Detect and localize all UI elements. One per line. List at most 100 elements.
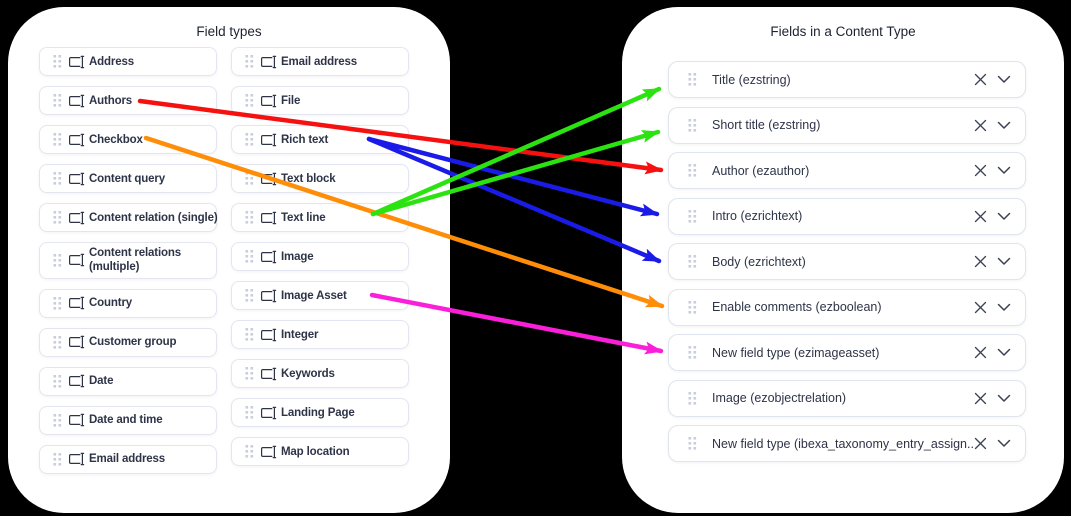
field-row-label: New field type (ibexa_taxonomy_entry_ass… [712,436,974,451]
drag-handle-icon[interactable] [688,72,697,87]
drag-handle-icon[interactable] [245,366,254,381]
field-row-label: Author (ezauthor) [712,163,810,178]
field-type-icon [261,210,277,225]
remove-field-icon[interactable] [974,301,987,314]
field-type-label: Date and time [89,414,163,427]
field-type-icon [261,249,277,264]
drag-handle-icon[interactable] [688,345,697,360]
remove-field-icon[interactable] [974,210,987,223]
content-type-field-row[interactable]: New field type (ibexa_taxonomy_entry_ass… [668,425,1026,462]
field-type-item[interactable]: Date and time [39,405,217,435]
field-type-item[interactable]: Address [39,47,217,76]
field-type-label: Checkbox [89,133,143,146]
field-type-item[interactable]: Date [39,366,217,396]
field-type-icon [69,374,85,389]
drag-handle-icon[interactable] [245,405,254,420]
drag-handle-icon[interactable] [245,132,254,147]
drag-handle-icon[interactable] [53,132,62,147]
drag-handle-icon[interactable] [688,163,697,178]
field-type-item[interactable]: Customer group [39,327,217,357]
drag-handle-icon[interactable] [53,210,62,225]
remove-field-icon[interactable] [974,255,987,268]
content-type-field-row[interactable]: Enable comments (ezboolean) [668,288,1026,326]
drag-handle-icon[interactable] [53,93,62,108]
field-type-item[interactable]: Content query [39,164,217,193]
drag-handle-icon[interactable] [688,118,697,133]
field-type-item[interactable]: Country [39,288,217,318]
field-type-item[interactable]: Text line [231,203,409,232]
chevron-down-icon[interactable] [997,212,1011,221]
remove-field-icon[interactable] [974,346,987,359]
field-type-item[interactable]: Landing Page [231,398,409,427]
content-type-field-row[interactable]: Intro (ezrichtext) [668,197,1026,235]
drag-handle-icon[interactable] [688,300,697,315]
field-type-icon [69,171,85,186]
chevron-down-icon[interactable] [997,303,1011,312]
drag-handle-icon[interactable] [53,54,62,69]
drag-handle-icon[interactable] [245,327,254,342]
remove-field-icon[interactable] [974,73,987,86]
field-type-item[interactable]: Image Asset [231,281,409,310]
content-type-field-row[interactable]: Image (ezobjectrelation) [668,379,1026,417]
chevron-down-icon[interactable] [997,75,1011,84]
field-type-item[interactable]: Email address [231,47,409,76]
drag-handle-icon[interactable] [53,296,62,311]
field-type-item[interactable]: Image [231,242,409,271]
chevron-down-icon[interactable] [997,439,1011,448]
field-type-label: Keywords [281,367,335,380]
remove-field-icon[interactable] [974,119,987,132]
chevron-down-icon[interactable] [997,166,1011,175]
content-type-field-row[interactable]: New field type (ezimageasset) [668,334,1026,371]
content-type-field-row[interactable]: Short title (ezstring) [668,106,1026,144]
field-type-item[interactable]: Integer [231,320,409,349]
field-type-item[interactable]: Content relations (multiple) [39,242,217,279]
field-type-label: File [281,94,301,107]
field-row-label: Intro (ezrichtext) [712,209,803,223]
remove-field-icon[interactable] [974,392,987,405]
drag-handle-icon[interactable] [53,413,62,428]
drag-handle-icon[interactable] [688,436,697,451]
field-type-item[interactable]: Checkbox [39,125,217,154]
field-type-item[interactable]: Text block [231,164,409,193]
drag-handle-icon[interactable] [53,335,62,350]
field-type-item[interactable]: File [231,86,409,115]
drag-handle-icon[interactable] [53,452,62,467]
content-type-field-row[interactable]: Body (ezrichtext) [668,243,1026,280]
field-type-item[interactable]: Email address [39,444,217,474]
drag-handle-icon[interactable] [245,288,254,303]
field-type-item[interactable]: Authors [39,86,217,115]
remove-field-icon[interactable] [974,164,987,177]
field-type-label: Integer [281,328,319,341]
chevron-down-icon[interactable] [997,257,1011,266]
drag-handle-icon[interactable] [688,254,697,269]
drag-handle-icon[interactable] [53,253,62,268]
field-type-label: Landing Page [281,406,355,419]
drag-handle-icon[interactable] [245,210,254,225]
remove-field-icon[interactable] [974,437,987,450]
field-type-item[interactable]: Keywords [231,359,409,388]
chevron-down-icon[interactable] [997,121,1011,130]
drag-handle-icon[interactable] [245,444,254,459]
field-type-icon [69,452,85,467]
field-type-label: Content query [89,172,165,185]
drag-handle-icon[interactable] [53,374,62,389]
chevron-down-icon[interactable] [997,348,1011,357]
field-type-icon [261,327,277,342]
drag-handle-icon[interactable] [688,209,697,224]
field-type-icon [69,54,85,69]
content-type-field-row[interactable]: Title (ezstring) [668,61,1026,98]
field-type-item[interactable]: Map location [231,437,409,466]
field-type-item[interactable]: Rich text [231,125,409,154]
field-type-icon [69,413,85,428]
field-row-label: Enable comments (ezboolean) [712,300,882,314]
chevron-down-icon[interactable] [997,394,1011,403]
drag-handle-icon[interactable] [245,54,254,69]
content-type-field-row[interactable]: Author (ezauthor) [668,152,1026,189]
drag-handle-icon[interactable] [53,171,62,186]
drag-handle-icon[interactable] [245,249,254,264]
drag-handle-icon[interactable] [688,391,697,406]
drag-handle-icon[interactable] [245,171,254,186]
field-type-icon [261,171,277,186]
drag-handle-icon[interactable] [245,93,254,108]
field-type-item[interactable]: Content relation (single) [39,203,218,232]
